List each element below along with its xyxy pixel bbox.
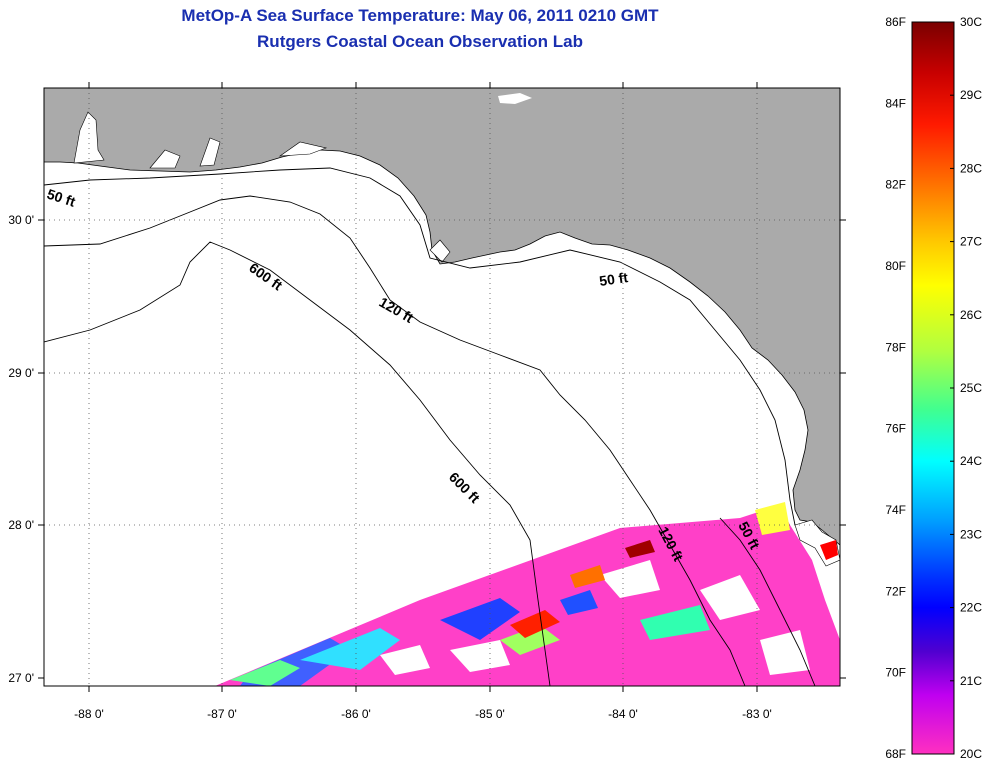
lat-label: 30 0': [8, 213, 34, 227]
lon-label: -85 0': [475, 707, 505, 721]
lake: [498, 93, 532, 104]
colorbar-f-labels: 86F 84F 82F 80F 78F 76F 74F 72F 70F 68F: [885, 15, 906, 761]
colorbar-ticks: [950, 21, 954, 755]
map-frame: [43, 87, 841, 687]
lat-labels: 30 0' 29 0' 28 0' 27 0': [8, 213, 34, 685]
colorbar-c-label: 30C: [960, 15, 982, 29]
colorbar-c-label: 27C: [960, 235, 982, 249]
lon-label: -84 0': [608, 707, 638, 721]
lat-label: 27 0': [8, 671, 34, 685]
colorbar-c-label: 28C: [960, 161, 982, 175]
colorbar-c-label: 26C: [960, 308, 982, 322]
bathymetry-contours: [44, 167, 816, 686]
colorbar-c-label: 22C: [960, 601, 982, 615]
chart-title: MetOp-A Sea Surface Temperature: May 06,…: [181, 6, 659, 25]
lon-label: -87 0': [207, 707, 237, 721]
colorbar-c-label: 29C: [960, 88, 982, 102]
colorbar: [911, 21, 955, 755]
colorbar-c-label: 24C: [960, 454, 982, 468]
colorbar-c-label: 25C: [960, 381, 982, 395]
lat-label: 28 0': [8, 518, 34, 532]
lon-labels: -88 0' -87 0' -86 0' -85 0' -84 0' -83 0…: [74, 707, 772, 721]
colorbar-f-label: 78F: [885, 340, 906, 354]
colorbar-c-label: 20C: [960, 747, 982, 761]
contour-600ft: [44, 241, 551, 686]
contour-shelf-east: [719, 517, 816, 686]
sst-patches: [230, 502, 838, 686]
colorbar-c-label: 21C: [960, 674, 982, 688]
chart-subtitle: Rutgers Coastal Ocean Observation Lab: [257, 32, 583, 51]
colorbar-f-label: 76F: [885, 422, 906, 436]
lon-label: -83 0': [742, 707, 772, 721]
colorbar-f-label: 80F: [885, 259, 906, 273]
contour-label: 50 ft: [598, 269, 629, 289]
axis-ticks: [38, 82, 846, 692]
bay-inlets: [149, 137, 451, 263]
colorbar-c-label: 23C: [960, 527, 982, 541]
colorbar-f-label: 74F: [885, 503, 906, 517]
land-area: [44, 88, 840, 546]
colorbar-f-label: 84F: [885, 96, 906, 110]
lon-label: -86 0': [341, 707, 371, 721]
mobile-bay: [73, 111, 105, 164]
lat-label: 29 0': [8, 366, 34, 380]
colorbar-f-label: 68F: [885, 747, 906, 761]
colorbar-c-labels: 30C 29C 28C 27C 26C 25C 24C 23C 22C 21C 20C: [960, 15, 982, 761]
contour-120ft: [44, 195, 746, 686]
colorbar-f-label: 82F: [885, 178, 906, 192]
colorbar-f-label: 72F: [885, 584, 906, 598]
colorbar-f-label: 70F: [885, 666, 906, 680]
contour-50ft: [44, 167, 796, 526]
lon-label: -88 0': [74, 707, 104, 721]
colorbar-f-label: 86F: [885, 15, 906, 29]
